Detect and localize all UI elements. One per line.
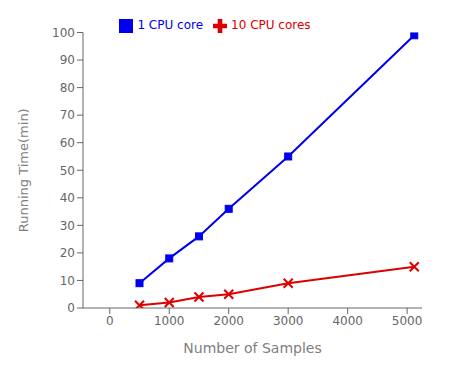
- svg-text:70: 70: [60, 108, 75, 122]
- svg-text:30: 30: [60, 219, 75, 233]
- html-text:1 CPU core: 1 CPU core: [137, 18, 203, 32]
- svg-text:60: 60: [60, 136, 75, 150]
- svg-text:10: 10: [60, 274, 75, 288]
- svg-text:5000: 5000: [392, 314, 423, 328]
- svg-text:40: 40: [60, 191, 75, 205]
- svg-text:0: 0: [67, 301, 75, 315]
- svg-text:Running Time(min): Running Time(min): [16, 108, 31, 232]
- svg-text:4000: 4000: [332, 314, 363, 328]
- svg-text:90: 90: [60, 53, 75, 67]
- html-text:10 CPU cores: 10 CPU cores: [231, 18, 311, 32]
- svg-text:Number of Samples: Number of Samples: [183, 340, 321, 356]
- svg-text:3000: 3000: [273, 314, 304, 328]
- svg-text:50: 50: [60, 164, 75, 178]
- svg-text:2000: 2000: [213, 314, 244, 328]
- svg-text:80: 80: [60, 81, 75, 95]
- svg-text:100: 100: [52, 26, 75, 40]
- svg-text:0: 0: [106, 314, 114, 328]
- svg-text:1000: 1000: [154, 314, 185, 328]
- svg-text:20: 20: [60, 246, 75, 260]
